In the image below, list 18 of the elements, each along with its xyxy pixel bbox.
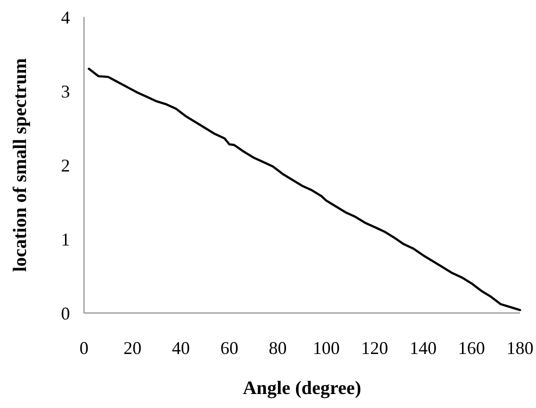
y-tick-label: 2 bbox=[61, 155, 70, 176]
x-tick-label: 0 bbox=[80, 338, 88, 358]
x-tick-label: 120 bbox=[361, 338, 388, 358]
x-tick-label: 180 bbox=[506, 338, 534, 358]
y-axis-title: location of small spectrum bbox=[10, 58, 31, 272]
x-tick-label: 140 bbox=[410, 338, 437, 358]
x-tick-label: 40 bbox=[172, 338, 190, 358]
x-tick-label: 60 bbox=[220, 338, 238, 358]
x-tick-label: 160 bbox=[458, 338, 486, 358]
x-tick-label: 80 bbox=[268, 338, 287, 358]
x-tick-label: 20 bbox=[123, 338, 142, 358]
y-tick-label: 3 bbox=[61, 81, 70, 102]
x-tick-label: 100 bbox=[312, 338, 340, 358]
y-tick-label: 4 bbox=[61, 7, 70, 28]
x-axis-title: Angle (degree) bbox=[242, 378, 362, 399]
y-tick-label: 1 bbox=[61, 229, 70, 250]
y-tick-label: 0 bbox=[61, 303, 70, 324]
line-series bbox=[88, 68, 522, 312]
